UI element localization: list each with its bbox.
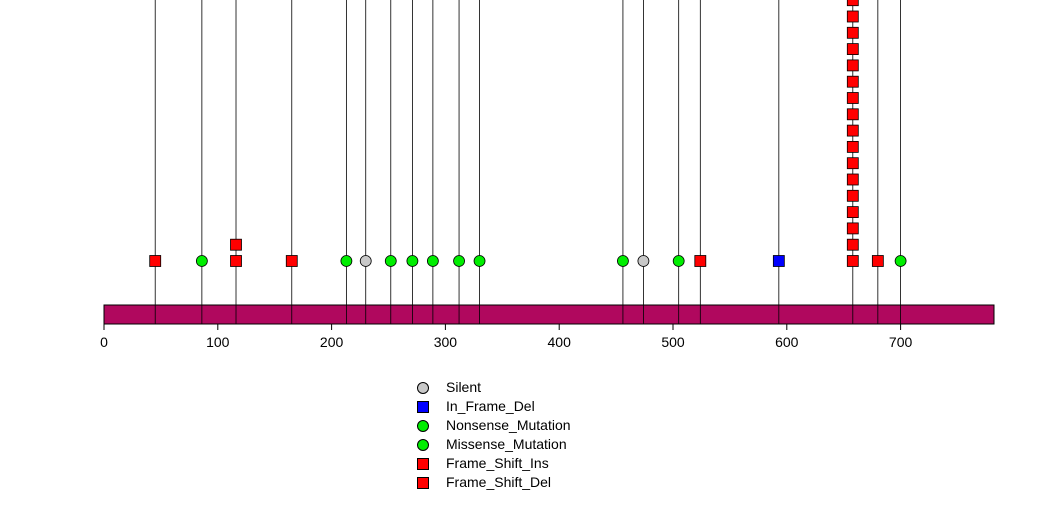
mutation-marker-missense-mutation bbox=[617, 255, 629, 267]
mutation-marker-frame-shift-del bbox=[846, 59, 859, 72]
mutation-marker-frame-shift-del bbox=[846, 173, 859, 186]
legend-item: Nonsense_Mutation bbox=[417, 416, 571, 435]
legend-swatch bbox=[417, 476, 429, 489]
protein-bar-ticks bbox=[154, 305, 901, 324]
mutation-marker-frame-shift-del bbox=[846, 124, 859, 137]
mutation-marker-frame-shift-del bbox=[846, 43, 859, 55]
legend-swatch bbox=[417, 381, 429, 394]
mutation-marker-frame-shift-del bbox=[846, 92, 859, 104]
legend: Silent In_Frame_Del Nonsense_Mutation Misse… bbox=[417, 378, 571, 492]
mutation-stems bbox=[154, 0, 901, 305]
mutation-marker-frame-shift-del bbox=[846, 222, 859, 235]
legend-label: Nonsense_Mutation bbox=[446, 417, 571, 433]
mutation-marker-silent bbox=[359, 255, 372, 267]
legend-label: Missense_Mutation bbox=[446, 436, 567, 452]
x-tick-label: 500 bbox=[661, 334, 685, 350]
mutation-marker-frame-shift-del bbox=[846, 140, 859, 153]
legend-label: Silent bbox=[446, 379, 482, 395]
legend-item: Frame_Shift_Ins bbox=[417, 454, 571, 473]
legend-label: In_Frame_Del bbox=[446, 398, 535, 414]
mutation-marker-in-frame-del bbox=[772, 255, 785, 267]
mutation-marker-frame-shift-del bbox=[846, 0, 859, 7]
x-tick-label: 700 bbox=[889, 334, 913, 350]
mutation-marker-frame-shift-del bbox=[846, 26, 859, 39]
mutation-marker-frame-shift-del bbox=[846, 238, 859, 251]
mutation-marker-frame-shift-del bbox=[846, 206, 859, 219]
mutation-marker-silent bbox=[637, 255, 650, 267]
legend-item: Frame_Shift_Del bbox=[417, 473, 571, 492]
x-tick-label: 300 bbox=[434, 334, 458, 350]
protein-bar bbox=[103, 304, 995, 325]
legend-label: Frame_Shift_Del bbox=[446, 474, 552, 490]
mutation-marker-missense-mutation bbox=[406, 255, 419, 267]
mutation-marker-missense-mutation bbox=[894, 255, 907, 267]
x-axis: 0 100 200 300 400 500 600 700 bbox=[100, 324, 912, 350]
mutation-marker-frame-shift-del bbox=[846, 108, 859, 121]
mutation-markers bbox=[149, 0, 907, 267]
mutation-marker-missense-mutation bbox=[426, 255, 439, 267]
mutation-marker-missense-mutation bbox=[672, 255, 685, 267]
mutation-marker-frame-shift-del bbox=[285, 255, 298, 267]
mutation-marker-frame-shift-del bbox=[846, 10, 859, 23]
mutation-marker-frame-shift-del bbox=[694, 255, 707, 267]
mutation-marker-frame-shift-del bbox=[846, 75, 859, 88]
x-tick-label: 400 bbox=[548, 334, 572, 350]
x-tick-label: 0 bbox=[100, 334, 108, 350]
x-tick-label: 100 bbox=[206, 334, 230, 350]
legend-label: Frame_Shift_Ins bbox=[446, 455, 549, 471]
legend-swatch bbox=[417, 457, 429, 470]
mutation-marker-missense-mutation bbox=[453, 255, 465, 267]
mutation-marker-missense-mutation bbox=[384, 255, 397, 267]
mutation-marker-frame-shift-del bbox=[149, 255, 162, 267]
legend-swatch bbox=[417, 419, 429, 432]
mutation-marker-missense-mutation bbox=[195, 255, 208, 267]
mutation-marker-frame-shift-del bbox=[846, 157, 859, 170]
x-tick-label: 200 bbox=[320, 334, 344, 350]
x-tick-label: 600 bbox=[775, 334, 799, 350]
mutation-marker-frame-shift-del bbox=[871, 255, 884, 267]
legend-swatch bbox=[417, 400, 429, 413]
legend-swatch bbox=[417, 438, 429, 451]
mutation-marker-frame-shift-del bbox=[230, 238, 242, 251]
mutation-marker-frame-shift-del bbox=[846, 189, 859, 202]
mutation-marker-frame-shift-del bbox=[230, 255, 242, 267]
mutation-marker-missense-mutation bbox=[473, 255, 486, 267]
mutation-marker-missense-mutation bbox=[340, 255, 353, 267]
legend-item: Missense_Mutation bbox=[417, 435, 571, 454]
legend-item: In_Frame_Del bbox=[417, 397, 571, 416]
legend-item: Silent bbox=[417, 378, 571, 397]
mutation-marker-frame-shift-del bbox=[846, 255, 859, 267]
